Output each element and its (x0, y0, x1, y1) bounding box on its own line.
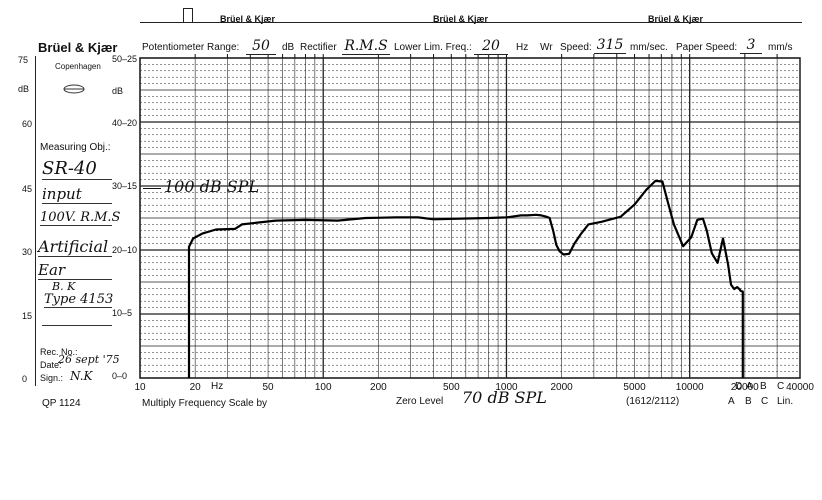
inner-db-0-0: 0–0 (112, 371, 128, 381)
brand-left: Brüel & Kjær (38, 40, 118, 55)
pot-range-value: 50 (246, 38, 276, 55)
left-db-tick-15: 15 (22, 311, 33, 321)
rectifier-value: R.M.S (342, 38, 390, 55)
left-db-tick-45: 45 (22, 184, 33, 194)
sign-value: N.K (70, 369, 93, 383)
inner-db-40-20: 40–20 (112, 118, 138, 128)
weight-bottom-lin: Lin. (777, 396, 794, 407)
logo-icon (62, 82, 86, 94)
chart-grid (139, 54, 801, 379)
weight-bottom-b: B (745, 396, 752, 407)
left-db-unit: dB (18, 84, 30, 94)
paper-speed-value: 3 (740, 37, 762, 54)
weight-bottom-a: A (728, 396, 735, 407)
x-tick-label: 10000 (676, 382, 704, 393)
x-tick-label: 500 (443, 382, 460, 393)
obj-line-6: B. K (52, 280, 76, 293)
brand-top-1: Brüel & Kjær (220, 14, 276, 24)
bk-logo-icon (63, 84, 85, 94)
zero-level-value: 70 dB SPL (462, 388, 547, 407)
weight-top-a: A (746, 381, 753, 392)
zero-level-label: Zero Level (396, 396, 444, 407)
paper-speed-unit: mm/s (768, 42, 793, 53)
obj-line-7: Type 4153 (44, 292, 114, 308)
wr-label: Wr (540, 42, 553, 53)
response-curve-line (187, 179, 744, 378)
pot-range-label: Potentiometer Range: (142, 42, 240, 53)
measuring-obj-label: Measuring Obj.: (40, 142, 111, 153)
rec-no-label: Rec. No.: (40, 347, 78, 357)
speed-label: Speed: (560, 42, 592, 53)
paper-speed-label: Paper Speed: (676, 42, 738, 53)
speed-value: 315 (594, 37, 626, 54)
weight-top-c: C (777, 381, 785, 392)
left-db-tick-30: 30 (22, 247, 33, 257)
x-tick-label: 5000 (623, 382, 646, 393)
x-tick-label: 100 (315, 382, 332, 393)
x-tick-label: 1000 (495, 382, 518, 393)
x-tick-label: 2000 (550, 382, 573, 393)
obj-blank-line (42, 325, 112, 326)
speed-unit: mm/sec. (630, 42, 668, 53)
x-tick-label: 200 (370, 382, 387, 393)
weight-top-b: B (760, 381, 767, 392)
inner-db-20-10: 20–10 (112, 245, 138, 255)
inner-db-30-15: 30–15 (112, 181, 138, 191)
x-tick-label: 40000 (786, 382, 814, 393)
inner-db-50-25: 50–25 (112, 54, 138, 64)
top-tab-marker (183, 8, 193, 22)
city-label: Copenhagen (55, 62, 101, 71)
x-tick-label: 20000 (731, 382, 759, 393)
lower-lim-value: 20 (474, 38, 508, 55)
obj-line-3: 100V. R.M.S (40, 210, 121, 226)
obj-line-1: SR-40 (42, 158, 112, 180)
left-db-tick-75: 75 (18, 55, 29, 65)
form-number: QP 1124 (42, 398, 81, 409)
weight-bottom-c: C (761, 396, 769, 407)
left-db-tick-0: 0 (22, 374, 28, 384)
date-label: Date: (40, 360, 62, 370)
chart-series (187, 179, 744, 378)
annotation-dash (143, 188, 161, 189)
rectifier-label: Rectifier (300, 42, 337, 53)
x-tick-label: 50 (263, 382, 275, 393)
multiply-label: Multiply Frequency Scale by (142, 398, 268, 409)
inner-db-10-5: 10–5 (112, 308, 133, 318)
inner-db-unit: dB (112, 86, 124, 96)
brand-top-3: Brüel & Kjær (648, 14, 704, 24)
sign-label: Sign.: (40, 373, 64, 383)
left-db-tick-60: 60 (22, 119, 33, 129)
obj-line-4: Artificial (38, 237, 112, 257)
x-unit-hz: Hz (211, 381, 224, 392)
sidebar-divider (35, 56, 36, 386)
x-tick-label: 10 (134, 382, 146, 393)
pot-range-unit: dB (282, 42, 295, 53)
brand-top-2: Brüel & Kjær (433, 14, 489, 24)
date-value: 26 sept '75 (58, 353, 120, 366)
obj-line-5: Ear (38, 261, 112, 280)
x-tick-label: 20 (190, 382, 202, 393)
chart-code: (1612/2112) (626, 396, 680, 407)
obj-line-2: input (42, 185, 112, 204)
lower-lim-unit: Hz (516, 42, 529, 53)
weight-top-d: D (735, 381, 743, 392)
top-ruler (140, 22, 802, 29)
level-annotation: 100 dB SPL (164, 177, 260, 196)
lower-lim-label: Lower Lim. Freq.: (394, 42, 472, 53)
chart-tick-labels: 10 20 50 100 200 500 1000 2000 5000 10000 20000 400… (134, 382, 814, 393)
